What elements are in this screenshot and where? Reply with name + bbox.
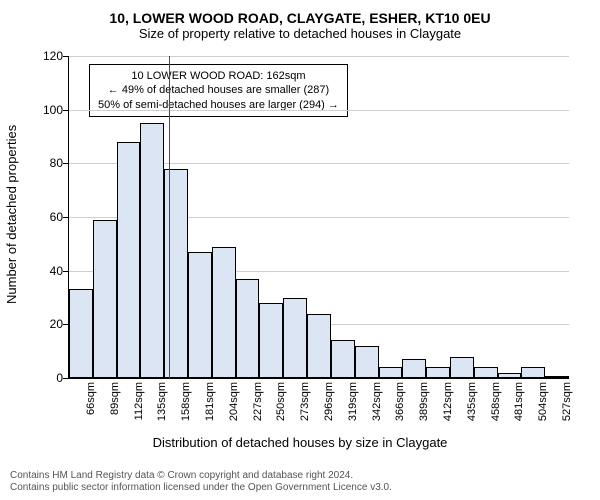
y-tick — [63, 163, 69, 164]
histogram-bar — [140, 123, 164, 378]
y-tick — [63, 378, 69, 379]
x-tick-label: 366sqm — [394, 382, 406, 421]
y-tick-label: 80 — [50, 156, 63, 170]
x-tick-label: 296sqm — [323, 382, 335, 421]
x-tick-label: 250sqm — [275, 382, 287, 421]
footer-line1: Contains HM Land Registry data © Crown c… — [10, 470, 392, 482]
histogram-bar — [450, 357, 474, 378]
x-tick-label: 158sqm — [180, 382, 192, 421]
histogram-bar — [402, 359, 426, 378]
x-tick-label: 181sqm — [204, 382, 216, 421]
y-tick-label: 20 — [50, 317, 63, 331]
x-tick-label: 504sqm — [537, 382, 549, 421]
histogram-bar — [164, 169, 188, 378]
x-tick-label: 481sqm — [513, 382, 525, 421]
x-tick-label: 389sqm — [418, 382, 430, 421]
x-tick-label: 458sqm — [490, 382, 502, 421]
histogram-bar — [236, 279, 260, 378]
y-tick — [63, 56, 69, 57]
footer-line2: Contains public sector information licen… — [10, 482, 392, 494]
y-tick — [63, 217, 69, 218]
chart-title-sub: Size of property relative to detached ho… — [10, 26, 590, 41]
histogram-bar — [426, 367, 450, 378]
y-tick-label: 100 — [43, 103, 63, 117]
histogram-bar — [498, 373, 522, 378]
histogram-bar — [545, 376, 569, 378]
x-tick-label: 66sqm — [85, 382, 97, 415]
x-tick-label: 412sqm — [442, 382, 454, 421]
histogram-bar — [188, 252, 212, 378]
histogram-bar — [355, 346, 379, 378]
y-tick-label: 40 — [50, 264, 63, 278]
x-tick-label: 435sqm — [466, 382, 478, 421]
x-tick-label: 89sqm — [109, 382, 121, 415]
y-tick-label: 0 — [56, 371, 63, 385]
y-axis-title: Number of detached properties — [4, 125, 19, 304]
x-tick-label: 319sqm — [347, 382, 359, 421]
grid-line — [69, 56, 569, 57]
y-tick-label: 120 — [43, 49, 63, 63]
histogram-bar — [379, 367, 403, 378]
histogram-bar — [307, 314, 331, 378]
chart-title-main: 10, LOWER WOOD ROAD, CLAYGATE, ESHER, KT… — [10, 10, 590, 26]
x-tick-label: 273sqm — [299, 382, 311, 421]
histogram-bar — [331, 340, 355, 378]
x-tick-label: 204sqm — [228, 382, 240, 421]
x-tick-label: 227sqm — [252, 382, 264, 421]
annotation-line1: 10 LOWER WOOD ROAD: 162sqm — [98, 69, 339, 83]
x-axis-title: Distribution of detached houses by size … — [10, 435, 590, 450]
chart-container: 10, LOWER WOOD ROAD, CLAYGATE, ESHER, KT… — [10, 10, 590, 450]
histogram-bar — [259, 303, 283, 378]
plot-area: 10 LOWER WOOD ROAD: 162sqm ← 49% of deta… — [68, 56, 569, 379]
y-tick-label: 60 — [50, 210, 63, 224]
histogram-bar — [474, 367, 498, 378]
histogram-bar — [93, 220, 117, 378]
x-tick-label: 342sqm — [371, 382, 383, 421]
y-tick — [63, 110, 69, 111]
histogram-bar — [521, 367, 545, 378]
x-tick-label: 527sqm — [561, 382, 573, 421]
footer: Contains HM Land Registry data © Crown c… — [10, 470, 392, 494]
y-tick — [63, 271, 69, 272]
marker-line — [169, 56, 170, 378]
x-tick-label: 135sqm — [156, 382, 168, 421]
histogram-bar — [69, 289, 93, 378]
histogram-bar — [283, 298, 307, 379]
histogram-bar — [212, 247, 236, 378]
histogram-bar — [117, 142, 141, 378]
x-tick-label: 112sqm — [133, 382, 145, 420]
grid-line — [69, 110, 569, 111]
annotation-line2: ← 49% of detached houses are smaller (28… — [98, 83, 339, 97]
